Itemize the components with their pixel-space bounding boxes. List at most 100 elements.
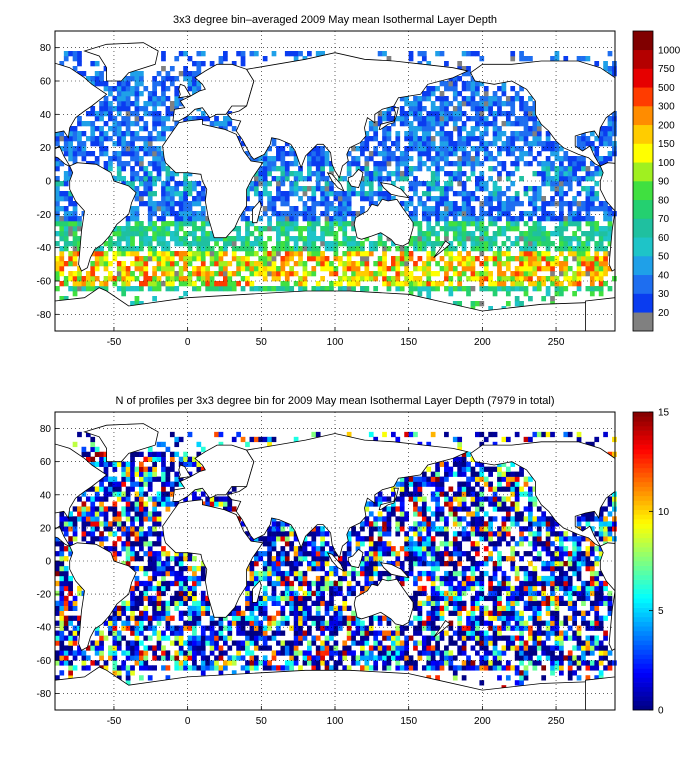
bin-cell (550, 141, 555, 147)
bin-cell (351, 246, 356, 252)
bin-cell (108, 111, 113, 117)
bin-cell (554, 256, 560, 262)
bin-cell (466, 256, 471, 262)
bin-cell (108, 276, 113, 282)
bin-cell (430, 660, 436, 666)
bin-cell (289, 625, 295, 631)
bin-cell (395, 166, 401, 172)
bin-cell (329, 605, 334, 611)
bin-cell (152, 541, 157, 547)
bin-cell (337, 241, 343, 247)
bin-cell (567, 276, 573, 282)
bin-cell (324, 580, 330, 587)
bin-cell (373, 241, 379, 247)
bin-cell (501, 86, 507, 92)
bin-cell (581, 141, 586, 147)
bin-cell (386, 630, 392, 636)
bin-cell (368, 241, 374, 247)
bin-cell (589, 131, 595, 137)
bin-cell (382, 266, 387, 272)
bin-cell (373, 630, 379, 636)
bin-cell (59, 131, 65, 137)
bin-cell (271, 595, 277, 602)
bin-cell (421, 635, 427, 641)
bin-cell (346, 211, 352, 217)
bin-cell (501, 226, 507, 232)
bin-cell (293, 590, 299, 597)
bin-cell (391, 491, 396, 497)
bin-cell (139, 590, 144, 597)
bin-cell (156, 630, 162, 636)
bin-cell (541, 226, 547, 232)
bin-cell (249, 660, 255, 666)
bin-cell (386, 620, 392, 626)
bin-cell (426, 526, 432, 532)
bin-cell (94, 640, 100, 646)
bin-cell (377, 551, 383, 557)
bin-cell (103, 136, 109, 142)
bin-cell (386, 546, 392, 552)
bin-cell (223, 251, 228, 257)
bin-cell (218, 441, 224, 448)
bin-cell (479, 171, 485, 177)
bin-cell (589, 201, 595, 207)
bin-cell (147, 546, 153, 552)
bin-cell (603, 66, 608, 72)
bin-cell (223, 121, 228, 127)
bin-cell (249, 630, 255, 636)
bin-cell (532, 231, 538, 237)
bin-cell (192, 610, 197, 616)
bin-cell (594, 271, 600, 277)
bin-cell (121, 610, 127, 616)
bin-cell (94, 660, 100, 666)
bin-cell (457, 181, 463, 187)
bin-cell (152, 166, 157, 172)
bin-cell (116, 261, 122, 267)
bin-cell (192, 665, 197, 671)
bin-cell (315, 585, 321, 592)
bin-cell (63, 585, 69, 592)
bin-cell (267, 236, 272, 242)
bin-cell (214, 660, 219, 666)
bin-cell (329, 615, 334, 621)
bin-cell (289, 206, 295, 212)
bin-cell (426, 625, 432, 631)
bin-cell (55, 605, 60, 611)
bin-cell (72, 226, 78, 232)
bin-cell (178, 96, 184, 102)
bin-cell (430, 635, 436, 641)
bin-cell (559, 211, 564, 217)
bin-cell (457, 111, 463, 117)
bin-cell (165, 471, 171, 477)
bin-cell (271, 436, 277, 443)
bin-cell (404, 491, 409, 497)
bin-cell (271, 531, 277, 537)
bin-cell (342, 211, 348, 217)
bin-cell (417, 151, 423, 157)
bin-cell (426, 521, 432, 527)
bin-cell (364, 191, 370, 197)
bin-cell (183, 600, 188, 606)
bin-cell (426, 610, 432, 616)
bin-cell (81, 491, 87, 497)
bin-cell (408, 291, 414, 297)
bin-cell (280, 536, 286, 542)
bin-cell (289, 561, 295, 567)
bin-cell (192, 211, 197, 217)
bin-cell (461, 191, 467, 197)
bin-cell (457, 176, 463, 182)
bin-cell (444, 171, 449, 177)
bin-cell (262, 266, 268, 272)
bin-cell (196, 236, 202, 242)
bin-cell (479, 301, 485, 307)
bin-cell (404, 431, 409, 438)
bin-cell (108, 531, 113, 537)
bin-cell (386, 575, 392, 582)
bin-cell (514, 286, 520, 292)
bin-cell (245, 600, 250, 606)
bin-cell (81, 526, 87, 532)
bin-cell (457, 76, 463, 82)
bin-cell (417, 221, 423, 227)
bin-cell (536, 256, 542, 262)
bin-cell (598, 141, 604, 147)
